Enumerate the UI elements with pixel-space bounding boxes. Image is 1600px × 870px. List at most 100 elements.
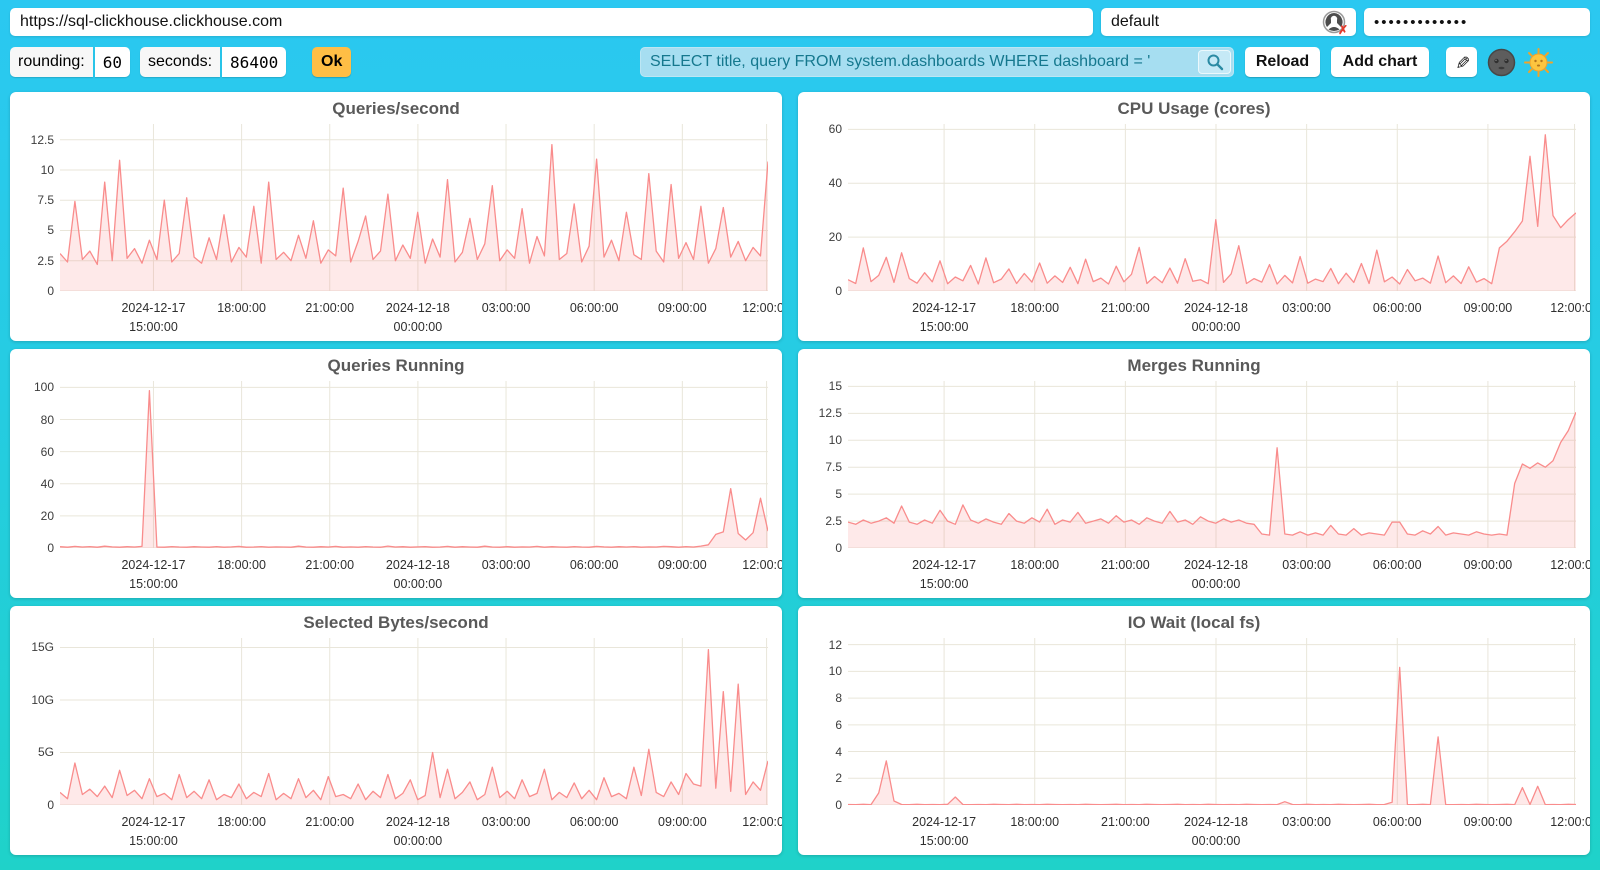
y-axis-tick-label: 12.5 <box>818 406 842 421</box>
password-input[interactable]: ••••••••••••• <box>1364 8 1590 36</box>
plot-area <box>848 381 1576 548</box>
y-axis-tick-label: 0 <box>835 284 842 298</box>
x-axis-tick-label: 03:00:00 <box>481 815 531 829</box>
x-axis-tick-label: 2024-12-18 00:00:00 <box>385 558 450 591</box>
x-axis-tick-label: 12:00:00 <box>742 558 782 572</box>
y-axis-tick-label: 10 <box>828 433 842 448</box>
y-axis-tick-label: 6 <box>835 717 842 732</box>
x-axis-tick-label: 06:00:00 <box>1372 301 1422 315</box>
y-axis-tick-label: 0 <box>47 541 54 555</box>
x-axis-tick-label: 09:00:00 <box>657 815 707 829</box>
add-chart-button[interactable]: Add chart <box>1331 47 1429 77</box>
x-axis-tick-label: 03:00:00 <box>481 558 531 572</box>
x-axis-tick-label: 03:00:00 <box>481 301 531 315</box>
chart-cpu-usage[interactable]: CPU Usage (cores) 0 20 40 60 2024-12-17 15:0… <box>798 92 1590 341</box>
x-axis-tick-label: 21:00:00 <box>305 301 355 315</box>
x-axis-tick-label: 09:00:00 <box>1463 301 1513 315</box>
user-input[interactable]: default ✗ <box>1101 8 1356 37</box>
plot-area <box>60 124 768 291</box>
chart-title: Selected Bytes/second <box>303 613 489 632</box>
x-axis-tick-label: 2024-12-17 15:00:00 <box>912 301 977 334</box>
y-axis-tick-label: 0 <box>47 284 54 298</box>
y-axis-tick-label: 15G <box>31 640 54 655</box>
plot-area <box>60 638 768 805</box>
y-axis-tick-label: 7.5 <box>37 193 54 208</box>
x-axis-tick-label: 2024-12-18 00:00:00 <box>385 815 450 848</box>
chart-title: Merges Running <box>1127 356 1261 375</box>
y-axis-tick-label: 2.5 <box>825 514 842 529</box>
light-theme-sun-icon[interactable] <box>1524 48 1553 77</box>
x-axis-tick-label: 03:00:00 <box>1282 558 1331 572</box>
y-axis-tick-label: 5 <box>47 223 54 238</box>
ok-button[interactable]: Ok <box>312 47 352 77</box>
y-axis-tick-label: 8 <box>835 691 842 706</box>
rounding-label: rounding: <box>10 47 93 77</box>
y-axis-tick-label: 10G <box>31 692 54 707</box>
y-axis-tick-label: 80 <box>40 412 54 427</box>
x-axis-tick-label: 21:00:00 <box>1101 815 1150 829</box>
x-axis-tick-label: 03:00:00 <box>1282 815 1331 829</box>
edit-pencil-button[interactable]: ✎ <box>1446 47 1477 77</box>
x-axis-tick-label: 2024-12-18 00:00:00 <box>1184 815 1248 848</box>
x-axis-tick-label: 12:00:00 <box>742 815 782 829</box>
x-axis-tick-label: 12:00:00 <box>1550 815 1590 829</box>
user-avatar-icon: ✗ <box>1322 10 1348 37</box>
y-axis-tick-label: 10 <box>828 664 842 679</box>
x-axis-tick-label: 09:00:00 <box>1463 558 1513 572</box>
y-axis-tick-label: 12.5 <box>30 132 54 147</box>
search-icon <box>1207 54 1223 71</box>
query-input[interactable]: SELECT title, query FROM system.dashboar… <box>650 53 1151 70</box>
x-axis-tick-label: 06:00:00 <box>569 815 619 829</box>
x-axis-tick-label: 2024-12-18 00:00:00 <box>1184 558 1248 591</box>
chart-queries-running[interactable]: Queries Running 0 20 40 60 80 100 2024-12-17 1… <box>10 349 782 598</box>
reload-button[interactable]: Reload <box>1245 47 1320 77</box>
plot-area <box>848 638 1576 805</box>
chart-merges-running[interactable]: Merges Running 0 2.5 5 7.5 10 12.5 15 2024-12-1… <box>798 349 1590 598</box>
rounding-input[interactable]: 60 <box>94 47 130 77</box>
y-axis-tick-label: 12 <box>828 637 842 652</box>
chart-title: Queries Running <box>327 356 465 375</box>
password-masked-value: ••••••••••••• <box>1374 13 1469 31</box>
query-bar: SELECT title, query FROM system.dashboar… <box>640 47 1234 77</box>
rounding-control: rounding: 60 <box>10 47 130 77</box>
y-axis-tick-label: 20 <box>828 230 842 245</box>
url-input[interactable]: https://sql-clickhouse.clickhouse.com <box>10 8 1093 36</box>
y-axis-tick-label: 40 <box>40 476 54 491</box>
plot-area <box>60 381 768 548</box>
search-button[interactable] <box>1198 50 1231 74</box>
x-axis-tick-label: 21:00:00 <box>305 558 355 572</box>
x-axis-tick-label: 2024-12-17 15:00:00 <box>912 815 977 848</box>
user-value: default <box>1111 13 1160 30</box>
x-axis-tick-label: 18:00:00 <box>1010 815 1060 829</box>
y-axis-tick-label: 60 <box>828 122 842 137</box>
y-axis-tick-label: 7.5 <box>825 460 842 475</box>
chart-title: IO Wait (local fs) <box>1127 613 1261 632</box>
y-axis-tick-label: 100 <box>33 380 54 395</box>
y-axis-tick-label: 2.5 <box>37 253 54 268</box>
chart-title: CPU Usage (cores) <box>1117 99 1271 118</box>
chart-queries-per-second[interactable]: Queries/second 0 2.5 5 7.5 10 12.5 2024-12-17 … <box>10 92 782 341</box>
seconds-control: seconds: 86400 <box>140 47 287 77</box>
dark-theme-moon-icon[interactable] <box>1487 48 1516 77</box>
chart-io-wait[interactable]: IO Wait (local fs) 0 2 4 6 8 10 12 2024-12-17 1… <box>798 606 1590 855</box>
y-axis-tick-label: 40 <box>828 176 842 191</box>
x-axis-tick-label: 2024-12-18 00:00:00 <box>1184 301 1248 334</box>
pencil-icon: ✎ <box>1452 54 1472 70</box>
x-axis-tick-label: 18:00:00 <box>217 815 266 829</box>
x-axis-tick-label: 03:00:00 <box>1282 301 1331 315</box>
y-axis-tick-label: 0 <box>47 798 54 812</box>
x-axis-tick-label: 18:00:00 <box>217 301 266 315</box>
y-axis-tick-label: 0 <box>835 541 842 555</box>
x-axis-tick-label: 09:00:00 <box>1463 815 1513 829</box>
x-axis-tick-label: 18:00:00 <box>217 558 266 572</box>
x-axis-tick-label: 06:00:00 <box>1372 558 1422 572</box>
x-axis-tick-label: 21:00:00 <box>1101 301 1150 315</box>
chart-title: Queries/second <box>332 99 460 118</box>
y-axis-tick-label: 10 <box>40 162 54 177</box>
x-axis-tick-label: 06:00:00 <box>569 301 619 315</box>
y-axis-tick-label: 20 <box>40 508 54 523</box>
seconds-input[interactable]: 86400 <box>222 47 287 77</box>
chart-selected-bytes[interactable]: Selected Bytes/second 0 5G 10G 15G 2024-12-1… <box>10 606 782 855</box>
y-axis-tick-label: 60 <box>40 444 54 459</box>
x-axis-tick-label: 2024-12-18 00:00:00 <box>385 301 450 334</box>
